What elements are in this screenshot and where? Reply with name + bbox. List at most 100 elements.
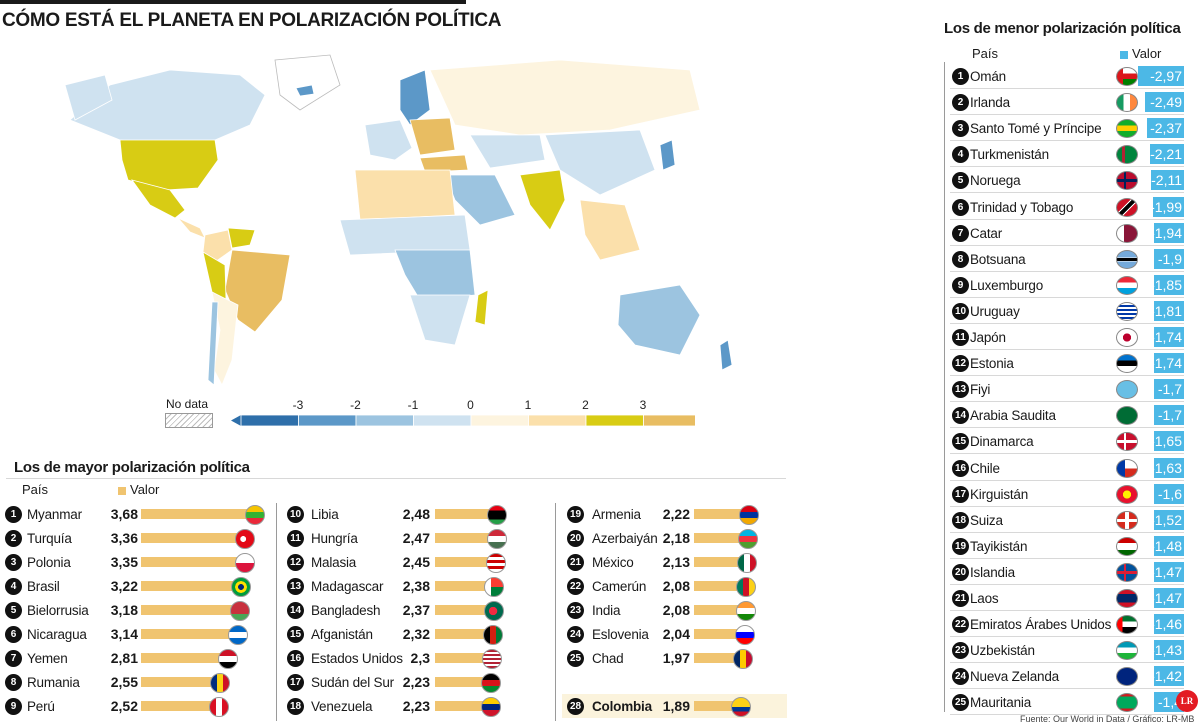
value-bar <box>1147 118 1184 139</box>
map-sahel <box>339 214 471 256</box>
value-bar <box>1154 535 1184 556</box>
country-value: -1,99 <box>1150 198 1182 215</box>
rank-badge: 6 <box>5 626 22 643</box>
table-row: 2 Irlanda -2,49 <box>950 90 1184 116</box>
rank-badge: 1 <box>5 506 22 523</box>
country-value: 1,97 <box>662 650 690 666</box>
table-row: 11 Japón -1,74 <box>950 325 1184 350</box>
table-row: 12 Malasia 2,45 <box>287 551 557 574</box>
country-value: 3,22 <box>110 578 138 594</box>
flag-icon <box>731 697 751 717</box>
row-divider <box>950 218 1184 220</box>
table-row: 22 Camerún 2,08 <box>567 575 837 598</box>
country-value: -1,52 <box>1150 511 1182 528</box>
rank-badge: 19 <box>952 537 969 555</box>
row-divider <box>950 140 1184 142</box>
value-bar <box>694 509 749 519</box>
map-new-zealand <box>719 339 733 371</box>
table-row: 12 Estonia -1,74 <box>950 351 1184 377</box>
rank-badge: 18 <box>287 698 304 715</box>
legend-no-data-label: No data <box>166 397 209 411</box>
value-bar <box>1154 614 1184 635</box>
country-name: Turkmenistán <box>970 147 1049 163</box>
value-bar <box>1154 222 1184 243</box>
rank-badge: 23 <box>952 642 969 660</box>
country-value: -1,43 <box>1150 642 1182 659</box>
country-value: -1,63 <box>1150 459 1182 476</box>
rank-badge: 21 <box>567 554 584 571</box>
flag-icon <box>481 697 501 717</box>
table-row: 6 Trinidad y Tobago -1,99 <box>950 195 1184 220</box>
country-value: -1,85 <box>1150 276 1182 293</box>
country-value: 2,32 <box>402 626 430 642</box>
table-row: 15 Afganistán 2,32 <box>287 623 557 646</box>
flag-icon <box>481 673 501 693</box>
country-name: Armenia <box>592 507 641 522</box>
flag-icon <box>1116 197 1138 217</box>
country-value: 2,37 <box>402 602 430 618</box>
table-row: 7 Catar -1,94 <box>950 221 1184 246</box>
country-name: Camerún <box>592 579 647 594</box>
row-divider <box>950 714 1184 716</box>
table-row: 9 Luxemburgo -1,85 <box>950 273 1184 298</box>
rank-badge: 18 <box>952 511 969 529</box>
rank-badge: 25 <box>952 694 969 712</box>
rank-badge: 2 <box>952 94 969 112</box>
value-bar <box>435 605 494 615</box>
country-name: Laos <box>970 591 999 606</box>
rank-badge: 8 <box>5 674 22 691</box>
flag-icon <box>1116 667 1138 687</box>
country-value: -1,7 <box>1157 407 1182 424</box>
rank-badge: 13 <box>287 578 304 595</box>
country-value: 2,04 <box>662 626 690 642</box>
country-value: 1,89 <box>662 698 690 714</box>
value-bar <box>1154 640 1184 661</box>
legend-tick-label: -3 <box>293 398 304 412</box>
rank-badge: 24 <box>567 626 584 643</box>
flag-icon <box>231 577 251 597</box>
value-bar <box>1138 66 1184 86</box>
country-name: Arabia Saudita <box>970 408 1056 424</box>
row-divider <box>950 88 1184 89</box>
rank-badge: 28 <box>567 698 584 715</box>
country-name: Nicaragua <box>27 627 87 642</box>
row-divider <box>950 427 1184 429</box>
rank-badge: 4 <box>5 578 22 595</box>
country-name: Emiratos Árabes Unidos <box>970 617 1112 633</box>
rank-badge: 16 <box>952 459 969 477</box>
rank-badge: 23 <box>567 602 584 619</box>
flag-icon <box>484 601 504 621</box>
low-header-value-label: Valor <box>1132 46 1162 61</box>
country-name: Uruguay <box>970 303 1020 319</box>
row-divider <box>950 583 1184 585</box>
value-bar <box>435 533 497 543</box>
value-bar <box>141 629 238 639</box>
map-madagascar <box>474 289 489 326</box>
map-colombia <box>202 229 233 263</box>
table-row: 20 Islandia -1,47 <box>950 560 1184 585</box>
country-name: Kirguistán <box>970 486 1029 502</box>
table-row: 17 Sudán del Sur 2,23 <box>287 671 557 694</box>
value-bar <box>694 533 748 543</box>
country-name: Irlanda <box>970 95 1010 111</box>
legend-color-cell <box>585 414 644 427</box>
value-bar <box>1154 405 1184 426</box>
row-divider <box>950 557 1184 559</box>
country-name: Suiza <box>970 512 1003 528</box>
flag-icon <box>1116 536 1138 556</box>
rank-badge: 10 <box>952 302 969 320</box>
country-name: Luxemburgo <box>970 277 1044 293</box>
country-name: Eslovenia <box>592 627 649 642</box>
table-row: 19 Tayikistán -1,48 <box>950 534 1184 559</box>
table-row: 8 Botsuana -1,9 <box>950 247 1184 272</box>
country-name: Azerbaiyán <box>592 531 658 546</box>
table-row: 16 Chile -1,63 <box>950 456 1184 481</box>
country-name: Bielorrusia <box>27 603 89 618</box>
table-row: 21 México 2,13 <box>567 551 837 574</box>
country-name: Myanmar <box>27 507 82 522</box>
rank-badge: 20 <box>952 563 969 581</box>
legend-color-cell <box>298 414 357 427</box>
world-map <box>64 54 733 386</box>
table-row: 3 Santo Tomé y Príncipe -2,37 <box>950 116 1184 142</box>
country-value: 2,55 <box>110 674 138 690</box>
